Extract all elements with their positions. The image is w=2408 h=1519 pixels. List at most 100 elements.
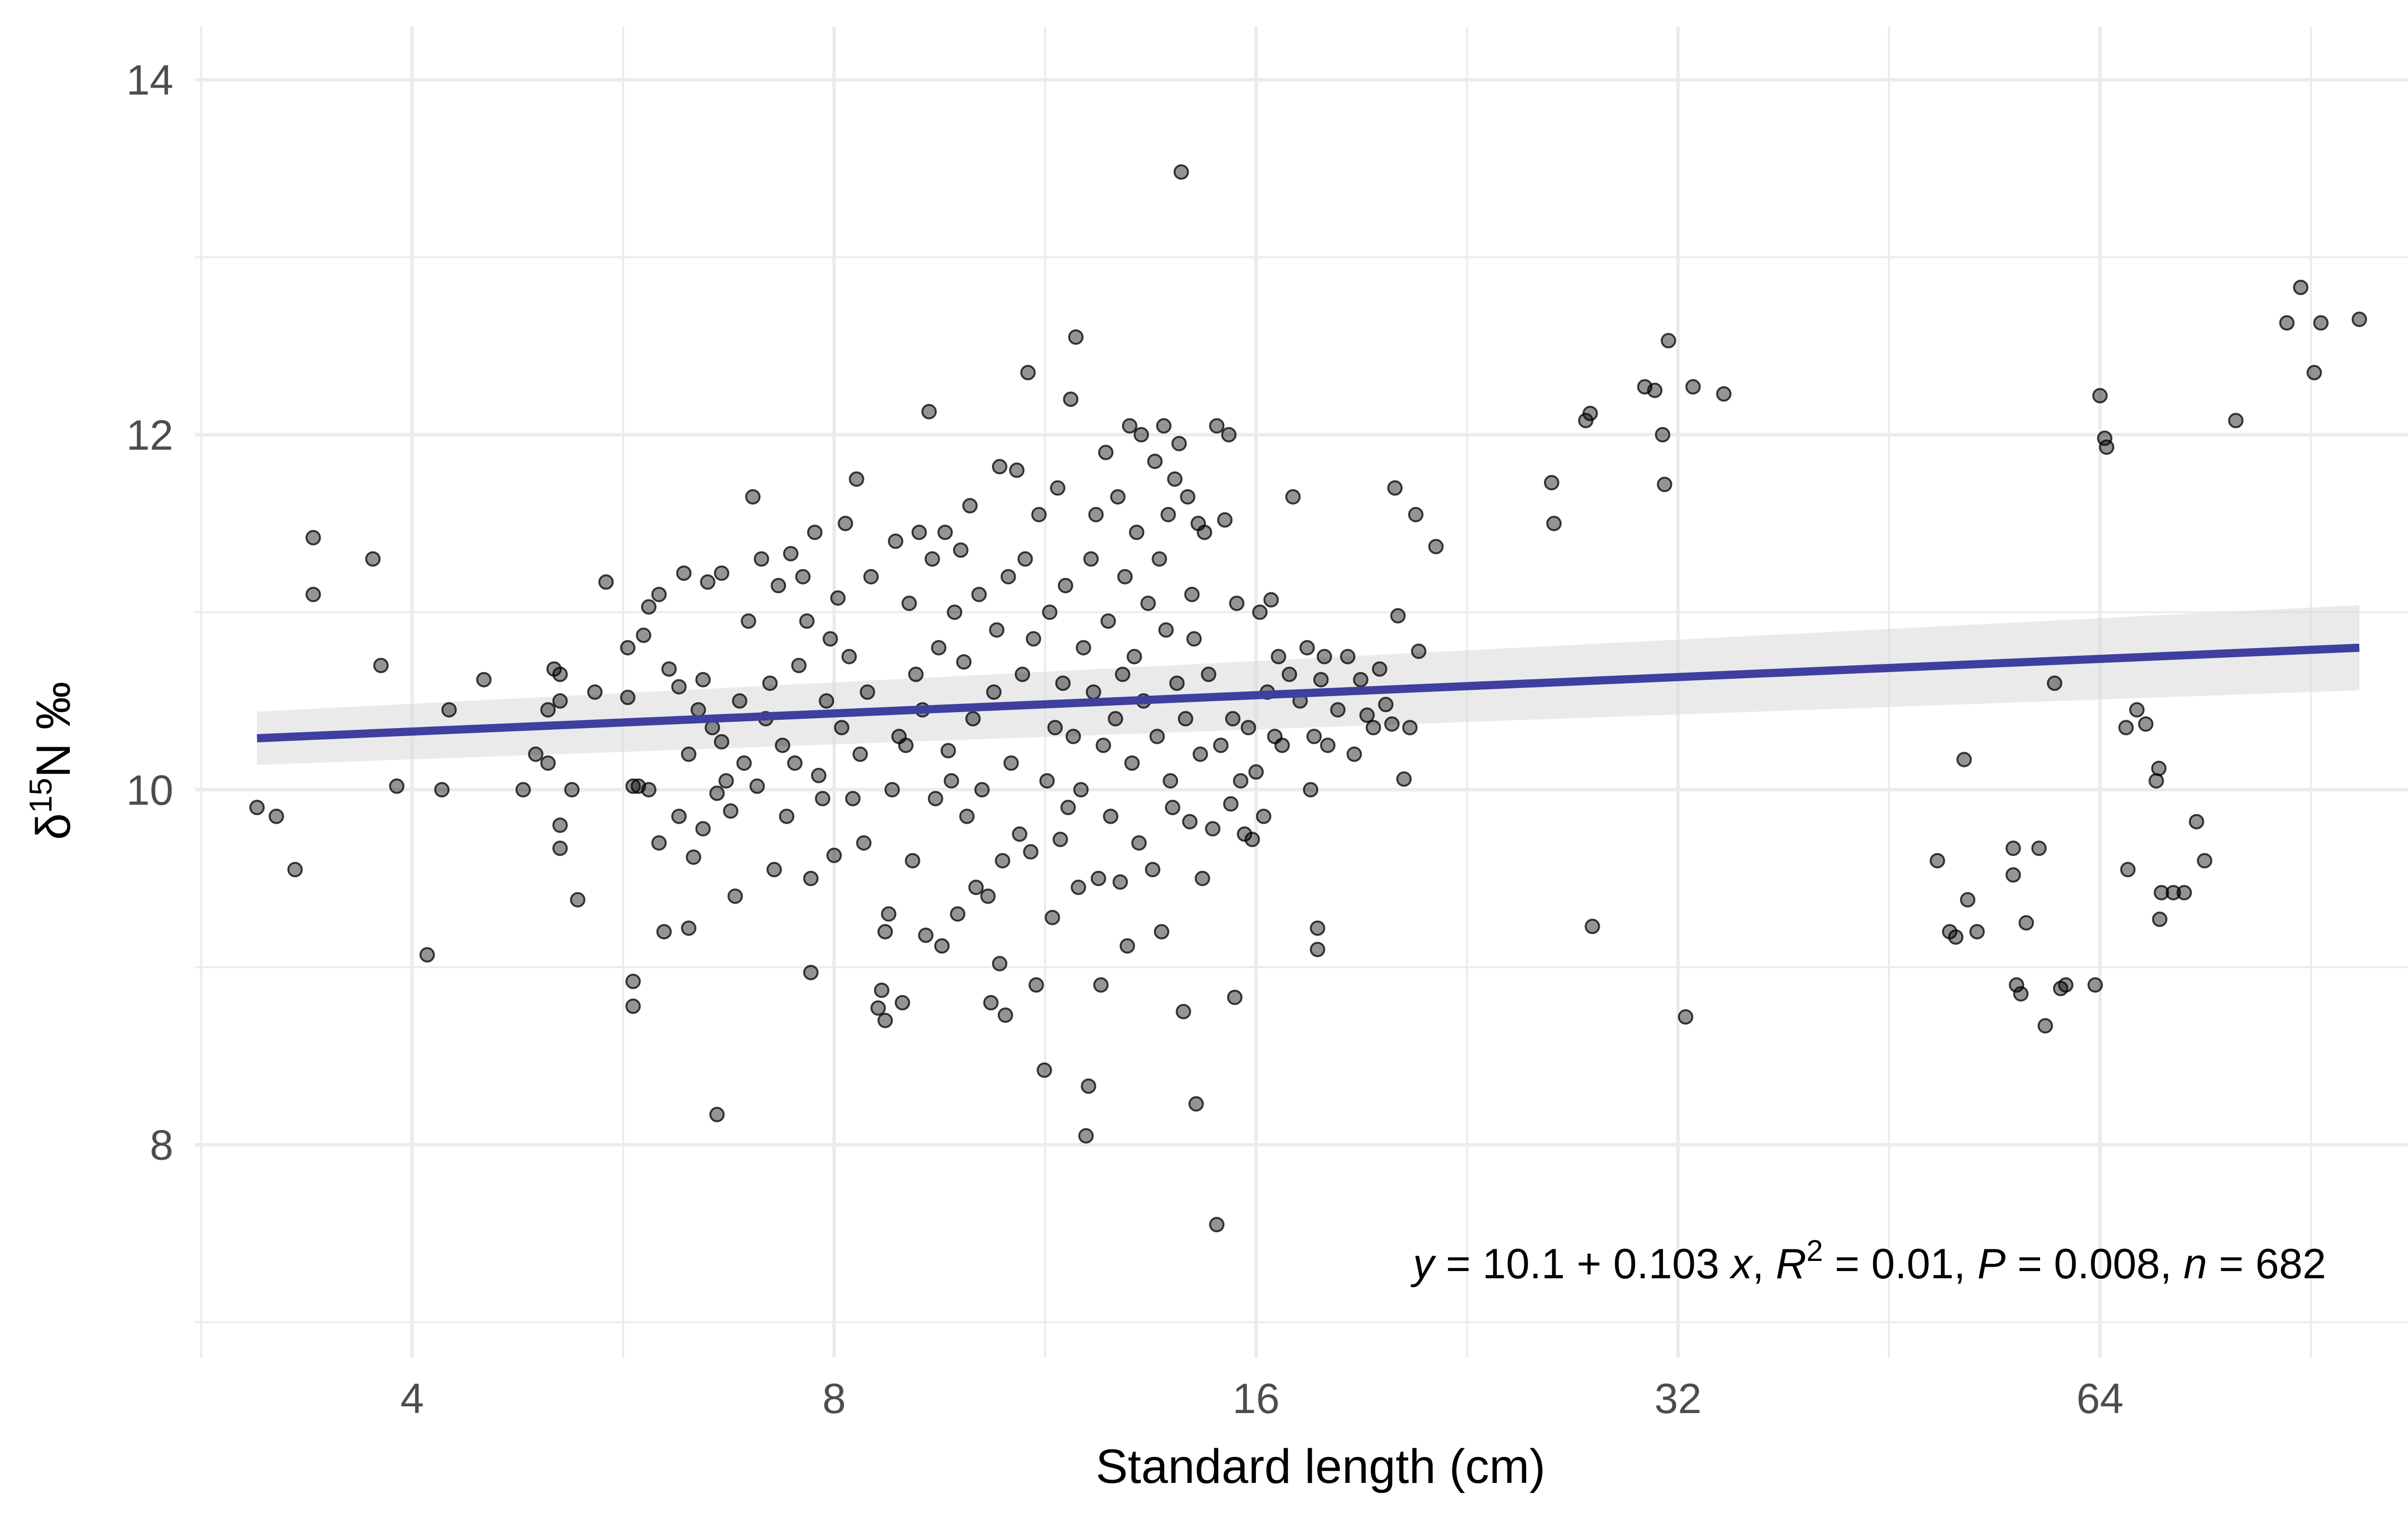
data-point	[1956, 752, 1972, 767]
data-point	[1176, 1004, 1191, 1020]
data-point	[1274, 738, 1290, 753]
confidence-band	[257, 605, 2359, 765]
data-point	[807, 524, 823, 540]
data-point	[2279, 315, 2295, 331]
data-point	[1169, 675, 1185, 691]
data-point	[1098, 444, 1114, 460]
data-point	[419, 947, 435, 963]
data-point	[995, 853, 1010, 869]
data-point	[852, 746, 868, 762]
data-point	[1655, 427, 1671, 442]
data-point	[434, 782, 450, 798]
data-point	[2188, 814, 2204, 830]
data-point	[921, 404, 937, 420]
data-point	[2013, 986, 2029, 1002]
data-point	[441, 702, 457, 718]
data-point	[1119, 938, 1135, 954]
data-point	[1209, 1217, 1225, 1233]
data-point	[1073, 782, 1089, 798]
data-point	[1320, 738, 1336, 753]
data-point	[305, 530, 321, 545]
data-point	[2031, 840, 2047, 856]
annot-y: y	[1411, 1240, 1437, 1287]
data-point	[727, 888, 743, 904]
data-point	[894, 995, 910, 1011]
data-point	[1071, 880, 1086, 896]
data-point	[766, 862, 782, 878]
data-point	[709, 785, 725, 801]
data-point	[1372, 661, 1387, 677]
data-point	[2152, 911, 2168, 927]
data-point	[1387, 480, 1403, 496]
regression-annotation: y = 10.1 + 0.103 x, R2 = 0.01, P = 0.008…	[1411, 1234, 2326, 1287]
data-point	[709, 1106, 725, 1122]
data-point	[986, 684, 1002, 700]
annot-pval: = 0.008,	[2006, 1240, 2184, 1287]
data-point	[1093, 977, 1109, 993]
data-point	[2047, 675, 2063, 691]
data-point	[1584, 919, 1600, 935]
data-point	[1117, 569, 1133, 584]
data-point	[856, 835, 872, 851]
data-point	[2087, 977, 2103, 993]
data-point	[1223, 796, 1239, 812]
data-point	[1340, 649, 1356, 664]
data-point	[1156, 418, 1172, 434]
data-point	[2154, 885, 2170, 901]
data-point	[373, 658, 389, 674]
data-point	[1647, 382, 1662, 398]
data-point	[1303, 782, 1319, 798]
data-point	[1197, 524, 1213, 540]
data-point	[1149, 728, 1165, 744]
data-point	[641, 599, 657, 615]
data-point	[1186, 631, 1202, 647]
data-point	[714, 734, 730, 750]
data-point	[997, 1007, 1013, 1023]
data-point	[754, 551, 770, 567]
data-point	[1047, 720, 1063, 736]
data-point	[1173, 164, 1189, 180]
data-point	[968, 880, 984, 896]
data-point	[908, 666, 924, 682]
data-point	[1229, 596, 1244, 611]
data-point	[1201, 666, 1217, 682]
data-point	[1309, 942, 1325, 958]
data-point	[849, 471, 864, 487]
annot-sep: ,	[1752, 1240, 1776, 1287]
annot-r2: = 0.01,	[1823, 1240, 1977, 1287]
x-tick-label: 32	[1654, 1375, 1701, 1422]
data-point	[723, 803, 739, 819]
y-tick-labels: 8 10 12 14	[126, 56, 173, 1169]
y-axis-title-superscript: 15	[23, 778, 58, 813]
annot-r-superscript: 2	[1806, 1234, 1823, 1268]
data-point	[1378, 697, 1394, 713]
data-point	[992, 956, 1008, 972]
data-point	[1039, 773, 1055, 789]
data-point	[1083, 551, 1099, 567]
data-point	[1180, 489, 1196, 505]
data-point	[1124, 755, 1140, 771]
data-point	[1090, 870, 1106, 886]
data-point	[620, 640, 636, 656]
data-point	[552, 666, 568, 682]
data-point	[1131, 835, 1147, 851]
data-point	[651, 586, 667, 602]
data-point	[686, 849, 702, 865]
y-tick-label: 12	[126, 411, 173, 459]
data-point	[937, 524, 953, 540]
data-point	[2138, 716, 2154, 732]
fit-line-layer	[257, 643, 2360, 742]
data-point	[884, 782, 900, 798]
data-point	[1194, 870, 1210, 886]
data-point	[1063, 391, 1079, 407]
data-point	[1685, 379, 1701, 395]
data-point	[2151, 761, 2167, 777]
data-point	[1050, 480, 1066, 496]
data-point	[671, 679, 687, 695]
data-point	[676, 565, 692, 581]
data-point	[2129, 702, 2145, 718]
data-point	[389, 778, 405, 794]
data-point	[953, 542, 968, 558]
data-point	[552, 840, 568, 856]
